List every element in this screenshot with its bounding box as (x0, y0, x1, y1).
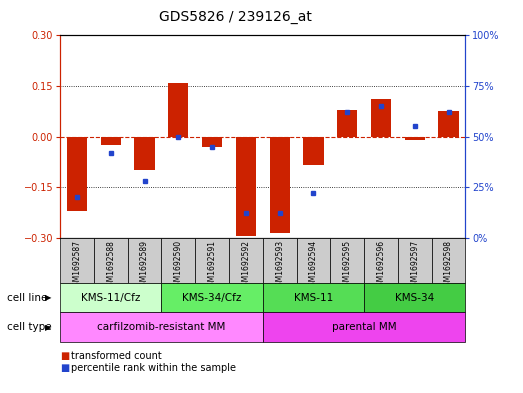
Bar (297, 238, 331, 283)
Bar (162, 283, 263, 312)
Text: KMS-34: KMS-34 (395, 293, 435, 303)
Bar (195, 238, 229, 283)
Text: GSM1692598: GSM1692598 (444, 240, 453, 291)
Text: carfilzomib-resistant MM: carfilzomib-resistant MM (97, 322, 225, 332)
Bar (263, 312, 465, 342)
Bar (331, 238, 364, 283)
Text: ■: ■ (60, 363, 70, 373)
Bar (303, 136, 324, 165)
Text: ▶: ▶ (45, 293, 51, 302)
Bar (60, 283, 162, 312)
Bar (337, 110, 357, 136)
Text: GSM1692592: GSM1692592 (242, 240, 251, 291)
Bar (364, 238, 398, 283)
Bar (263, 283, 364, 312)
Bar (269, 136, 290, 233)
Bar (263, 238, 297, 283)
Text: GSM1692590: GSM1692590 (174, 240, 183, 291)
Text: GSM1692594: GSM1692594 (309, 240, 318, 291)
Bar (431, 238, 465, 283)
Text: cell line: cell line (7, 293, 47, 303)
Text: GDS5826 / 239126_at: GDS5826 / 239126_at (159, 10, 312, 24)
Bar (371, 99, 391, 136)
Text: KMS-34/Cfz: KMS-34/Cfz (183, 293, 242, 303)
Bar (438, 111, 459, 136)
Bar (229, 238, 263, 283)
Bar (405, 136, 425, 140)
Bar (134, 136, 155, 170)
Text: GSM1692597: GSM1692597 (411, 240, 419, 291)
Text: GSM1692588: GSM1692588 (106, 240, 115, 291)
Bar (168, 83, 188, 136)
Text: ▶: ▶ (45, 323, 51, 332)
Text: GSM1692591: GSM1692591 (208, 240, 217, 291)
Text: KMS-11/Cfz: KMS-11/Cfz (81, 293, 141, 303)
Text: parental MM: parental MM (332, 322, 396, 332)
Text: ■: ■ (60, 351, 70, 362)
Text: GSM1692589: GSM1692589 (140, 240, 149, 291)
Bar (202, 136, 222, 147)
Text: KMS-11: KMS-11 (294, 293, 333, 303)
Bar (364, 283, 465, 312)
Bar (94, 238, 128, 283)
Bar (100, 136, 121, 145)
Bar (60, 238, 94, 283)
Bar (128, 238, 162, 283)
Bar (162, 238, 195, 283)
Text: percentile rank within the sample: percentile rank within the sample (71, 363, 235, 373)
Text: GSM1692595: GSM1692595 (343, 240, 352, 291)
Text: GSM1692593: GSM1692593 (275, 240, 284, 291)
Bar (398, 238, 431, 283)
Text: GSM1692587: GSM1692587 (73, 240, 82, 291)
Bar (236, 136, 256, 236)
Text: cell type: cell type (7, 322, 51, 332)
Text: transformed count: transformed count (71, 351, 162, 362)
Bar (60, 312, 263, 342)
Bar (67, 136, 87, 211)
Text: GSM1692596: GSM1692596 (377, 240, 385, 291)
